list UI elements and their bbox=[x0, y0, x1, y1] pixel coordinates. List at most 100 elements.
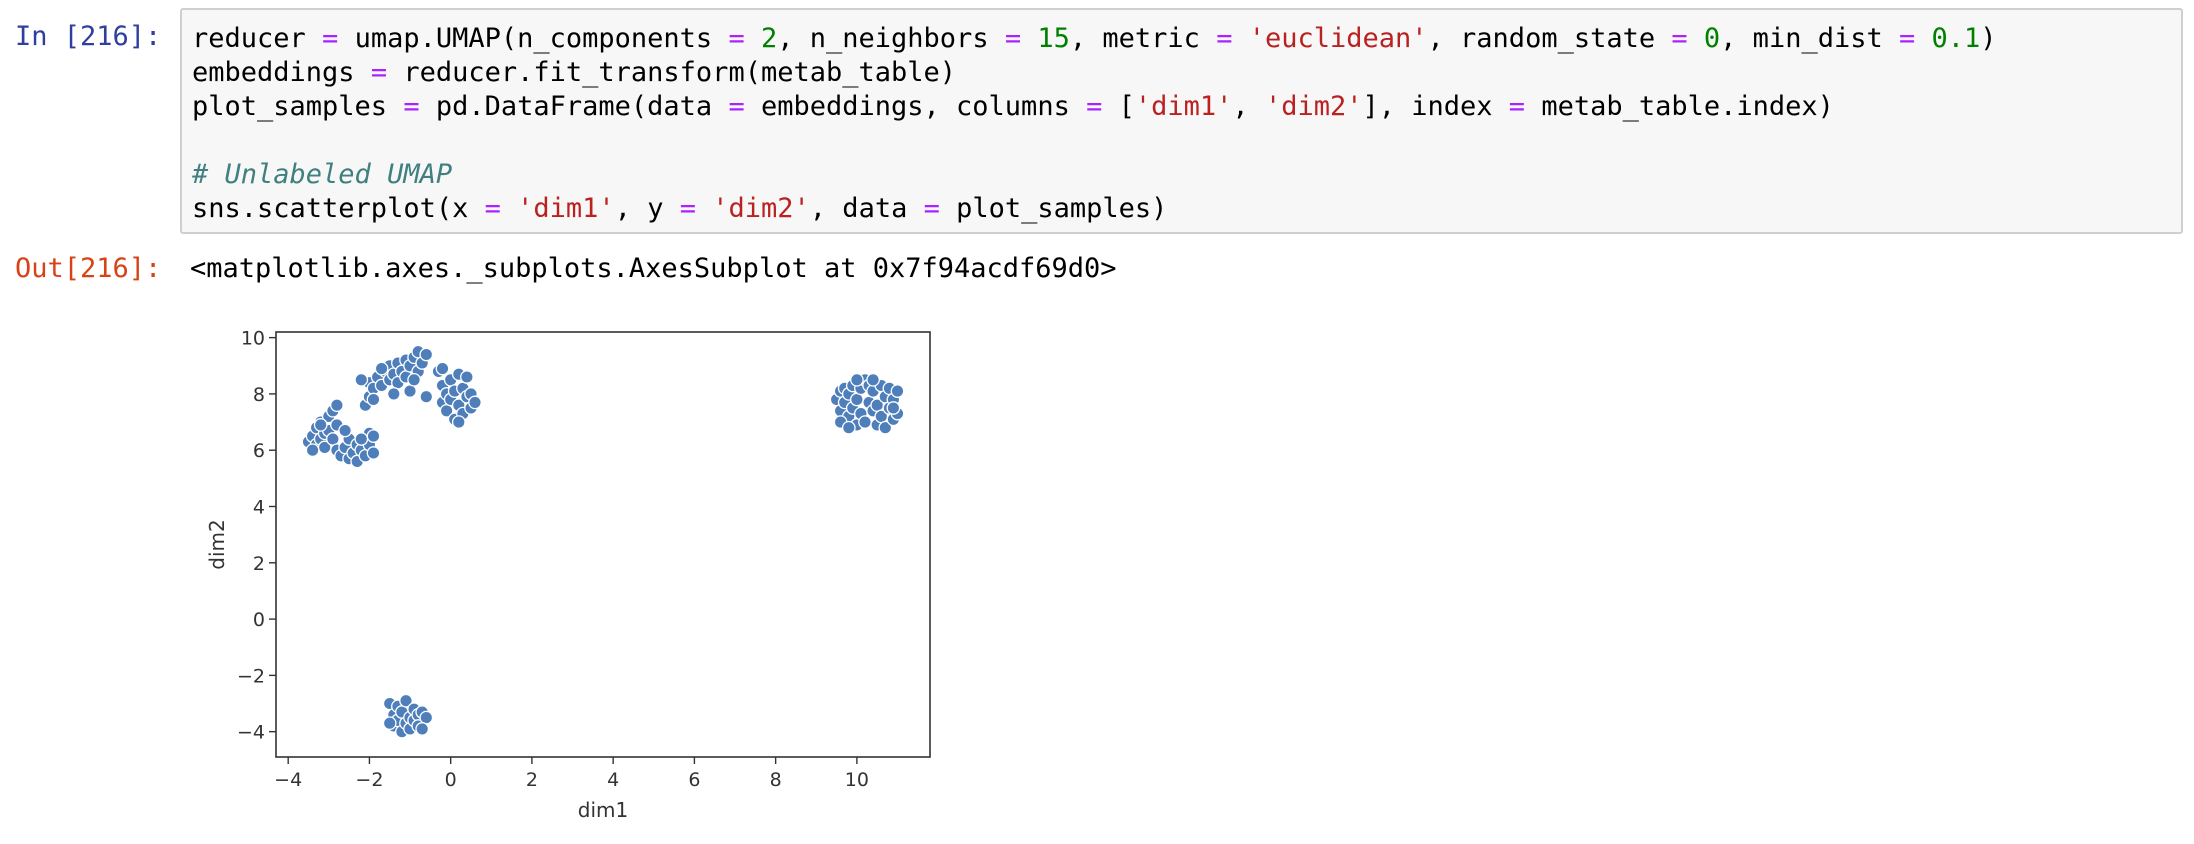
code-token: 0 bbox=[1703, 23, 1721, 54]
code-token bbox=[1232, 23, 1248, 54]
data-point bbox=[866, 372, 880, 387]
data-point bbox=[419, 710, 434, 725]
data-point bbox=[407, 372, 421, 387]
code-token: 'dim1' bbox=[517, 193, 615, 224]
data-point bbox=[468, 395, 482, 410]
code-token: reducer bbox=[192, 23, 323, 54]
scatter-plot-output: −4 −2 0 2 4 6 8 10 −4 −2 0 2 4 6 8 10 dim1 dim2 bbox=[180, 300, 980, 840]
code-token: embeddings bbox=[192, 57, 371, 88]
data-point bbox=[338, 423, 352, 438]
code-token: plot_samples bbox=[192, 91, 404, 122]
code-token: = bbox=[1216, 23, 1233, 54]
code-token: 2 bbox=[760, 23, 778, 54]
data-point bbox=[354, 432, 369, 446]
data-point bbox=[419, 389, 434, 404]
code-token: , random_state bbox=[1427, 23, 1672, 54]
code-token: ) bbox=[1980, 23, 1997, 54]
code-token: reducer.fit_transform(metab_table) bbox=[387, 57, 957, 88]
code-token: umap.UMAP(n_components bbox=[338, 23, 729, 54]
y-tick-label: −4 bbox=[237, 722, 265, 744]
x-ticks: −4 −2 0 2 4 6 8 10 bbox=[274, 757, 869, 791]
code-token bbox=[501, 193, 517, 224]
data-point bbox=[850, 372, 864, 387]
code-token bbox=[1688, 23, 1704, 54]
code-token: = bbox=[1508, 91, 1526, 122]
code-token: 'euclidean' bbox=[1248, 23, 1428, 54]
code-token: = bbox=[403, 91, 420, 122]
code-token: , n_neighbors bbox=[777, 23, 1005, 54]
y-tick-label: −2 bbox=[237, 665, 265, 687]
data-point bbox=[366, 392, 381, 407]
code-token bbox=[745, 23, 761, 54]
data-point bbox=[841, 420, 856, 435]
code-token: = bbox=[370, 57, 388, 88]
x-tick-label: −4 bbox=[274, 769, 302, 791]
code-token: = bbox=[728, 23, 745, 54]
code-token: = bbox=[322, 23, 339, 54]
y-axis-label: dim2 bbox=[205, 519, 229, 569]
points-layer bbox=[301, 344, 905, 739]
data-point bbox=[460, 370, 474, 384]
data-point bbox=[403, 384, 417, 398]
code-token: 'dim2' bbox=[712, 193, 810, 224]
code-text[interactable]: reducer = umap.UMAP(n_components = 2, n_… bbox=[192, 22, 1997, 226]
x-tick-label: 4 bbox=[607, 769, 619, 791]
y-tick-label: 10 bbox=[241, 328, 265, 350]
data-point bbox=[415, 722, 430, 736]
data-point bbox=[386, 387, 401, 401]
data-point bbox=[382, 716, 397, 731]
data-point bbox=[374, 361, 389, 376]
code-token bbox=[1021, 23, 1037, 54]
code-token: 'dim1' bbox=[1134, 91, 1233, 122]
code-token: [ bbox=[1102, 91, 1135, 122]
data-point bbox=[451, 415, 466, 429]
code-token: 'dim2' bbox=[1264, 91, 1363, 122]
code-token: 15 bbox=[1037, 23, 1070, 54]
x-tick-label: 10 bbox=[845, 769, 869, 791]
code-token: = bbox=[679, 193, 696, 224]
code-token: # Unlabeled UMAP bbox=[192, 159, 453, 190]
code-token: , bbox=[1232, 91, 1265, 122]
code-token: = bbox=[728, 91, 745, 122]
output-text: <matplotlib.axes._subplots.AxesSubplot a… bbox=[190, 253, 1117, 284]
code-token bbox=[1915, 23, 1931, 54]
data-point bbox=[305, 443, 320, 458]
data-point bbox=[419, 347, 434, 362]
code-cell-editor[interactable]: reducer = umap.UMAP(n_components = 2, n_… bbox=[180, 8, 2183, 234]
data-point bbox=[886, 401, 901, 415]
code-token: 0.1 bbox=[1931, 23, 1981, 54]
input-prompt: In [216]: bbox=[15, 21, 162, 52]
code-token: = bbox=[484, 193, 501, 224]
output-prompt: Out[216]: bbox=[15, 253, 162, 284]
x-tick-label: 2 bbox=[526, 769, 538, 791]
data-point bbox=[313, 418, 328, 432]
data-point bbox=[326, 432, 340, 446]
x-tick-label: −2 bbox=[355, 769, 383, 791]
data-point bbox=[435, 361, 450, 376]
code-token: pd.DataFrame(data bbox=[419, 91, 729, 122]
code-token: = bbox=[1086, 91, 1103, 122]
scatter-chart: −4 −2 0 2 4 6 8 10 −4 −2 0 2 4 6 8 10 dim1 dim2 bbox=[205, 328, 931, 822]
data-point bbox=[878, 420, 893, 435]
code-token: embeddings, columns bbox=[744, 91, 1087, 122]
data-point bbox=[330, 398, 344, 413]
code-token: , metric bbox=[1069, 23, 1217, 54]
y-tick-label: 4 bbox=[253, 497, 265, 519]
y-tick-label: 2 bbox=[253, 553, 265, 575]
data-point bbox=[366, 429, 381, 443]
x-axis-label: dim1 bbox=[578, 798, 628, 822]
code-token: ], index bbox=[1362, 91, 1509, 122]
y-tick-label: 6 bbox=[253, 440, 265, 462]
code-token: , y bbox=[614, 193, 680, 224]
code-token: = bbox=[1004, 23, 1022, 54]
y-tick-label: 0 bbox=[253, 609, 265, 631]
code-token: = bbox=[923, 193, 940, 224]
axes-frame bbox=[275, 331, 931, 758]
data-point bbox=[850, 392, 864, 407]
data-point bbox=[399, 693, 413, 708]
code-token: = bbox=[1898, 23, 1916, 54]
code-token: metab_table.index) bbox=[1525, 91, 1834, 122]
data-point bbox=[354, 372, 369, 387]
data-point bbox=[366, 446, 381, 460]
code-token bbox=[696, 193, 712, 224]
